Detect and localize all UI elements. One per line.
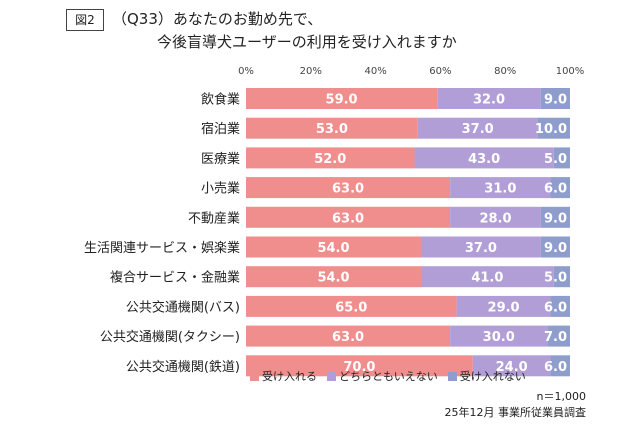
bar-segment-neither [450,177,551,199]
category-label: 宿泊業 [201,121,240,137]
category-label: 医療業 [201,151,240,167]
category-label: 複合サービス・金融業 [110,270,240,286]
data-label-reject: 5.0 [544,271,567,286]
data-label-neither: 41.0 [471,271,503,286]
data-label-reject: 5.0 [544,152,567,167]
x-tick-label: 80% [494,66,516,77]
category-label: 生活関連サービス・娯楽業 [84,240,240,256]
bar-segment-neither [417,117,538,139]
data-label-neither: 37.0 [462,122,494,137]
legend-swatch-neither [327,371,336,381]
bar-segment-reject [553,266,570,288]
bar-segment-accept [246,177,451,199]
bar-segment-accept [246,355,473,377]
figure-label: 図2 [66,9,104,31]
bar-segment-accept [246,295,457,317]
bar-segment-reject [550,295,570,317]
chart-title-line-1: （Q33）あなたのお勤め先で、 [112,10,323,28]
data-label-accept: 52.0 [314,152,346,167]
data-label-reject: 7.0 [544,330,567,345]
sample-size-note: n＝1,000 [536,390,586,403]
data-label-reject: 9.0 [544,211,567,226]
bar-segment-reject [553,147,570,169]
category-label: 不動産業 [188,210,240,226]
category-label: 公共交通機関(バス) [126,299,240,315]
x-tick-label: 0% [238,66,254,77]
bar-segment-reject [540,88,570,109]
bar-segment-reject [540,236,570,258]
bar-segment-reject [550,177,570,199]
bar-segment-reject [547,325,570,347]
data-label-neither: 24.0 [496,360,528,375]
data-label-reject: 9.0 [544,93,567,108]
data-label-reject: 9.0 [544,241,567,256]
data-label-reject: 6.0 [544,360,567,375]
bar-segment-reject [550,355,570,377]
bar-segment-accept [246,117,418,139]
data-label-accept: 63.0 [332,182,364,197]
category-label: 小売業 [201,181,240,197]
data-label-accept: 54.0 [317,271,349,286]
bar-segment-accept [246,236,421,258]
bar-segment-accept [246,266,421,288]
x-tick-label: 20% [300,66,322,77]
data-label-accept: 65.0 [335,300,367,315]
data-label-reject: 6.0 [544,300,567,315]
bar-segment-accept [246,325,451,347]
data-label-accept: 63.0 [332,330,364,345]
legend-swatch-reject [447,371,457,381]
legend-label-neither: どちらともいえない [339,370,438,383]
data-label-neither: 43.0 [468,152,500,167]
bar-segment-reject [537,117,570,139]
data-label-accept: 54.0 [317,241,349,256]
bar-segment-neither [450,206,541,228]
legend-label-reject: 受け入れない [459,370,526,383]
bar-segment-neither [414,147,554,169]
x-tick-label: 100% [556,66,585,77]
x-tick-label: 40% [364,66,386,77]
legend: 受け入れる どちらともいえない 受け入れない [250,368,526,384]
bar-segment-accept [246,147,415,169]
chart-title-line-2: 今後盲導犬ユーザーの利用を受け入れますか [157,33,457,51]
data-label-neither: 29.0 [488,300,520,315]
data-label-neither: 37.0 [465,241,497,256]
data-label-neither: 28.0 [479,211,511,226]
x-tick-label: 60% [429,66,451,77]
data-label-neither: 32.0 [473,93,505,108]
legend-label-accept: 受け入れる [262,370,317,383]
bar-segment-reject [540,206,570,228]
bar-segment-accept [246,88,438,109]
data-label-accept: 63.0 [332,211,364,226]
bar-segment-neither [450,325,548,347]
legend-item-reject: 受け入れない [447,368,526,384]
data-label-accept: 53.0 [316,122,348,137]
category-label: 公共交通機関(鉄道) [126,359,240,375]
legend-item-accept: 受け入れる [250,368,317,384]
bar-segment-neither [420,266,554,288]
data-label-accept: 59.0 [326,93,358,108]
data-label-reject: 6.0 [544,182,567,197]
source-note: 25年12月 事業所従業員調査 [444,406,587,419]
data-label-neither: 30.0 [483,330,515,345]
bar-segment-neither [437,88,541,109]
bar-segment-neither [420,236,541,258]
category-label: 飲食業 [201,92,240,108]
category-label: 公共交通機関(タクシー) [100,329,240,345]
legend-item-neither: どちらともいえない [327,368,438,384]
bar-segment-neither [472,355,551,377]
bar-segment-neither [456,295,551,317]
bar-segment-accept [246,206,451,228]
legend-swatch-accept [250,371,259,381]
data-label-neither: 31.0 [484,182,516,197]
data-label-accept: 70.0 [343,360,375,375]
data-label-reject: 10.0 [535,122,567,137]
